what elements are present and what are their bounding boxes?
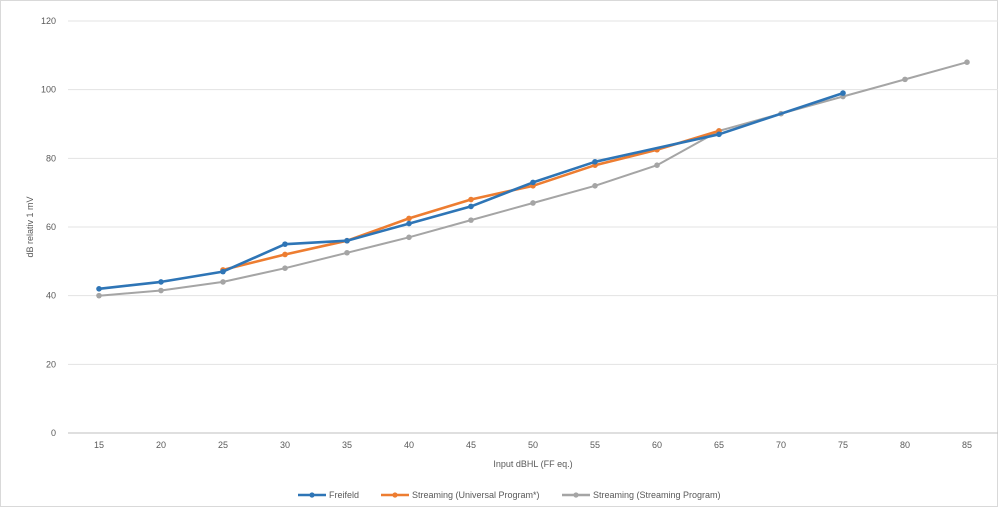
- x-tick-label: 30: [280, 440, 290, 450]
- legend-label: Streaming (Streaming Program): [593, 490, 721, 500]
- series-0: [96, 90, 846, 292]
- data-point: [592, 158, 598, 165]
- legend-item: Streaming (Universal Program*): [381, 490, 540, 500]
- x-tick-label: 40: [404, 440, 414, 450]
- data-point: [592, 183, 598, 189]
- data-point: [468, 217, 474, 223]
- x-tick-label: 80: [900, 440, 910, 450]
- data-point: [282, 251, 288, 258]
- data-point: [220, 268, 226, 275]
- y-tick-labels: 0 20 40 60 80 100 120: [41, 16, 56, 438]
- data-point: [716, 131, 722, 138]
- data-point: [530, 179, 536, 186]
- data-point: [344, 249, 350, 256]
- series-line: [98, 91, 844, 291]
- data-point: [468, 196, 474, 203]
- y-tick-label: 80: [46, 153, 56, 163]
- x-tick-label: 85: [962, 440, 972, 450]
- legend-marker: [392, 492, 398, 498]
- data-point: [282, 265, 288, 272]
- x-tick-label: 75: [838, 440, 848, 450]
- x-tick-label: 25: [218, 440, 228, 450]
- data-point: [344, 237, 350, 244]
- y-tick-label: 40: [46, 291, 56, 301]
- data-point: [468, 203, 474, 210]
- data-point: [406, 234, 412, 241]
- data-point: [406, 220, 412, 227]
- y-tick-label: 100: [41, 85, 56, 95]
- series-2: [96, 59, 970, 299]
- y-tick-label: 20: [46, 359, 56, 369]
- x-tick-label: 15: [94, 440, 104, 450]
- data-point: [530, 200, 536, 206]
- data-point: [220, 279, 226, 285]
- x-tick-label: 60: [652, 440, 662, 450]
- y-tick-label: 60: [46, 222, 56, 232]
- x-tick-label: 70: [776, 440, 786, 450]
- legend-label: Freifeld: [329, 490, 359, 500]
- x-axis-title: Input dBHL (FF eq.): [493, 459, 572, 469]
- gridlines: [68, 20, 998, 434]
- data-point: [964, 59, 970, 65]
- data-point: [96, 292, 102, 299]
- data-point: [158, 287, 164, 294]
- legend-label: Streaming (Universal Program*): [412, 490, 540, 500]
- data-point: [406, 215, 412, 222]
- y-tick-label: 0: [51, 428, 56, 438]
- data-point: [902, 76, 908, 83]
- data-point: [96, 286, 102, 292]
- legend-marker: [309, 492, 315, 498]
- legend-marker: [573, 492, 579, 498]
- x-tick-label: 55: [590, 440, 600, 450]
- legend-item: Freifeld: [298, 490, 359, 500]
- series-group: [96, 59, 970, 299]
- data-point: [654, 162, 660, 168]
- data-point: [840, 90, 846, 96]
- x-tick-labels: 15 20 25 30 35 40 45 50 55 60 65 70 75 80 85: [94, 440, 972, 450]
- y-tick-label: 120: [41, 16, 56, 26]
- legend: Freifeld Streaming (Universal Program*) St…: [298, 490, 721, 500]
- data-point: [158, 279, 164, 285]
- x-tick-label: 35: [342, 440, 352, 450]
- legend-item: Streaming (Streaming Program): [562, 490, 721, 500]
- x-tick-label: 50: [528, 440, 538, 450]
- x-tick-label: 20: [156, 440, 166, 450]
- data-point: [282, 241, 288, 247]
- series-line: [98, 61, 968, 297]
- x-tick-label: 45: [466, 440, 476, 450]
- x-tick-label: 65: [714, 440, 724, 450]
- y-axis-title: dB relativ 1 mV: [25, 196, 35, 257]
